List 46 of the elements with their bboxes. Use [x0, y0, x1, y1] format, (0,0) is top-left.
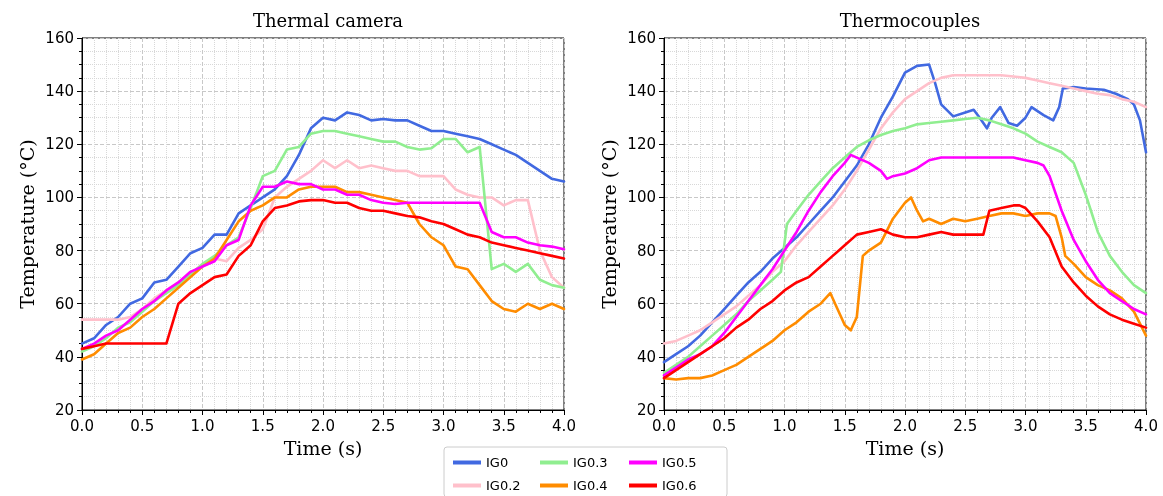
x-tick-label: 3.5 [491, 416, 516, 435]
x-tick-label: 1.0 [190, 416, 215, 435]
y-tick-label: 120 [627, 135, 656, 154]
y-tick-label: 140 [627, 82, 656, 101]
y-tick-label: 160 [627, 29, 656, 47]
x-tick-label: 2.5 [371, 416, 396, 435]
y-tick-label: 20 [54, 401, 74, 419]
y-tick-label: 80 [636, 241, 656, 260]
legend-label: IG0.5 [662, 455, 697, 470]
x-tick-label: 1.0 [772, 416, 797, 435]
x-axis-title: Time (s) [865, 436, 945, 459]
chart-title: Thermocouples [839, 9, 981, 31]
y-tick-label: 40 [636, 347, 656, 366]
y-tick-label: 140 [45, 82, 74, 101]
x-tick-label: 3.5 [1073, 416, 1098, 435]
y-tick-label: 100 [45, 188, 74, 207]
x-tick-label: 2.5 [953, 416, 978, 435]
y-axis-title: Temperature (°C) [15, 139, 38, 309]
x-tick-label: 4.0 [552, 416, 576, 435]
y-tick-label: 80 [54, 241, 74, 260]
x-tick-label: 1.5 [250, 416, 275, 435]
y-tick-label: 100 [627, 188, 656, 207]
legend-label: IG0.2 [486, 478, 521, 493]
y-tick-label: 120 [45, 135, 74, 154]
y-tick-label: 60 [636, 294, 656, 313]
x-tick-label: 1.5 [832, 416, 857, 435]
y-axis-title: Temperature (°C) [597, 139, 620, 309]
chart-title: Thermal camera [252, 9, 404, 31]
x-tick-label: 3.0 [1013, 416, 1038, 435]
x-tick-label: 0.5 [130, 416, 155, 435]
x-tick-label: 0.0 [70, 416, 94, 435]
x-tick-label: 2.0 [893, 416, 917, 435]
x-tick-label: 0.5 [712, 416, 737, 435]
x-tick-label: 2.0 [311, 416, 335, 435]
legend-label: IG0 [486, 455, 509, 470]
x-tick-label: 4.0 [1134, 416, 1158, 435]
y-tick-label: 20 [636, 401, 656, 419]
y-tick-label: 40 [54, 347, 74, 366]
y-tick-label: 60 [54, 294, 74, 313]
legend-label: IG0.3 [573, 455, 608, 470]
x-tick-label: 0.0 [652, 416, 676, 435]
legend-label: IG0.4 [573, 478, 608, 493]
x-tick-label: 3.0 [431, 416, 456, 435]
legend-label: IG0.6 [662, 478, 697, 493]
y-tick-label: 160 [45, 29, 74, 47]
x-axis-title: Time (s) [283, 436, 363, 459]
